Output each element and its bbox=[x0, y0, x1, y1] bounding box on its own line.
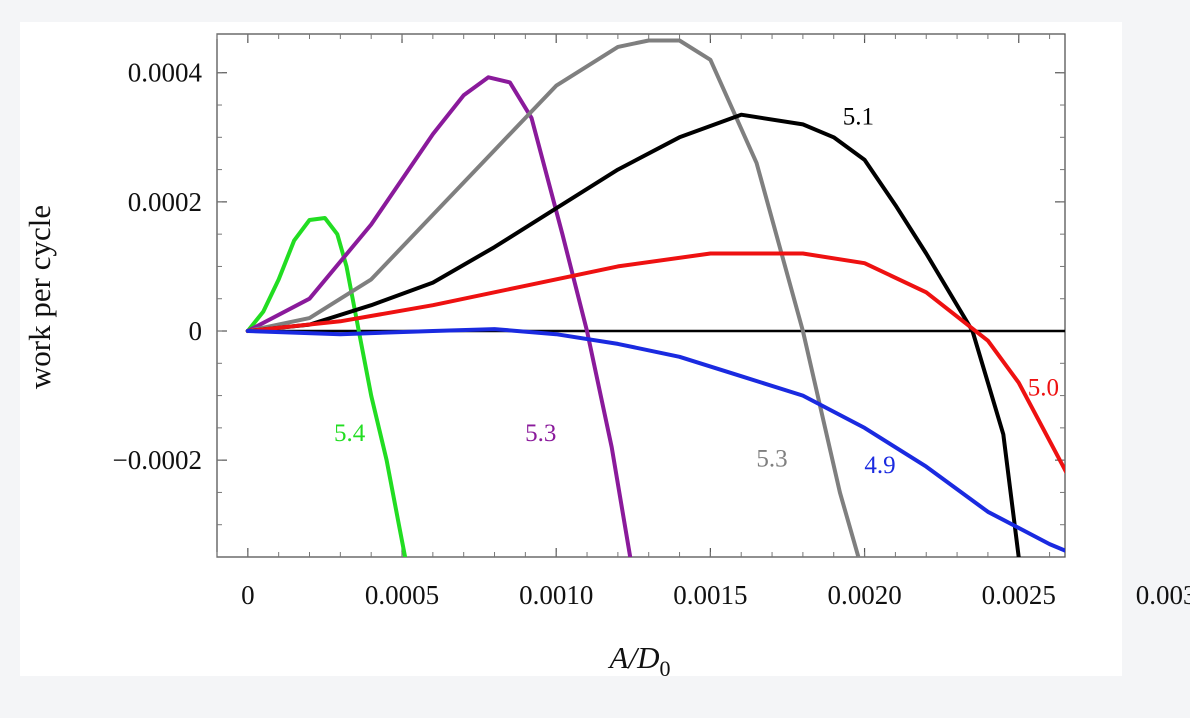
y-tick-label: 0 bbox=[189, 316, 203, 346]
y-tick-label: 0.0004 bbox=[128, 58, 203, 88]
series-line-5-0-4 bbox=[245, 251, 1065, 475]
x-tick-label: 0 bbox=[241, 580, 255, 610]
y-tick-label: −0.0002 bbox=[113, 445, 202, 475]
y-axis-title: work per cycle bbox=[22, 205, 57, 389]
series-group bbox=[245, 38, 1065, 557]
series-line-4-9-5 bbox=[245, 327, 1065, 553]
x-tick-label: 0.0010 bbox=[519, 580, 593, 610]
x-tick-label: 0.0005 bbox=[365, 580, 439, 610]
x-tick-label: 0.0015 bbox=[673, 580, 747, 610]
series-label: 5.3 bbox=[756, 446, 787, 473]
series-line-5-3-1 bbox=[245, 75, 633, 557]
x-tick-label: 0.0020 bbox=[827, 580, 901, 610]
chart-card bbox=[20, 22, 1122, 676]
series-labels: 5.4 5.3 5.3 5.1 5.0 4.9 bbox=[334, 103, 1059, 479]
series-label: 5.3 bbox=[525, 420, 556, 447]
series-line-5-3-2 bbox=[245, 38, 861, 557]
series-line-5-1-3 bbox=[245, 112, 1021, 557]
series-label: 5.0 bbox=[1028, 375, 1059, 402]
plot-frame bbox=[216, 33, 1066, 558]
series-label: 4.9 bbox=[864, 452, 895, 479]
x-tick-label: 0.0025 bbox=[982, 580, 1056, 610]
series-line-5-4-0 bbox=[245, 216, 408, 557]
series-label: 5.4 bbox=[334, 420, 366, 447]
series-label: 5.1 bbox=[843, 103, 874, 130]
tick-marks bbox=[216, 34, 1065, 557]
y-tick-label: 0.0002 bbox=[128, 187, 202, 217]
x-axis-title: A/D0 bbox=[608, 640, 671, 681]
